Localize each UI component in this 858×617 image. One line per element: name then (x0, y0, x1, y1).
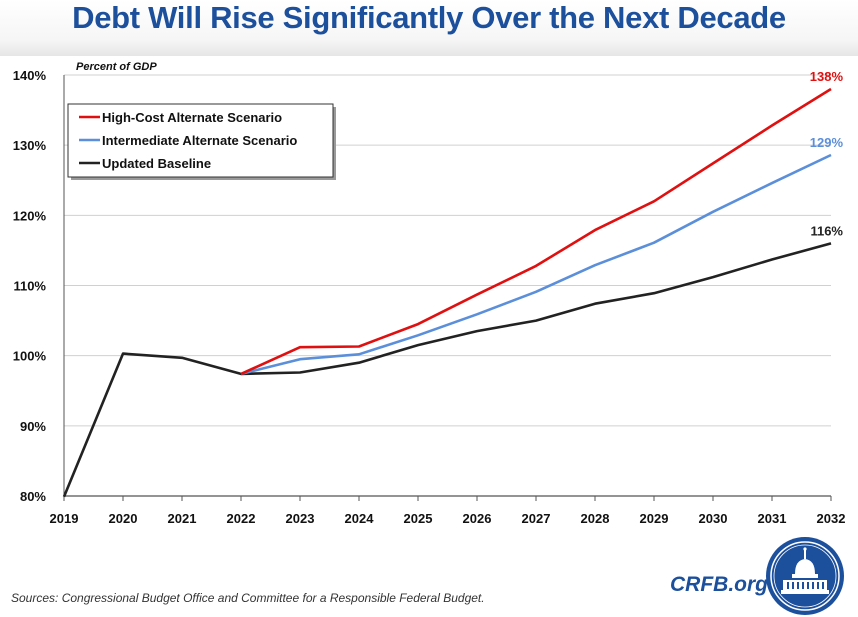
page-title: Debt Will Rise Significantly Over the Ne… (72, 0, 786, 35)
y-tick-label: 100% (13, 349, 47, 364)
y-tick-label: 130% (13, 138, 47, 153)
x-tick-label: 2027 (522, 511, 551, 526)
series-line (240, 87, 832, 376)
y-tick-label: 110% (13, 279, 46, 294)
x-tick-label: 2029 (640, 511, 669, 526)
x-tick-label: 2031 (758, 511, 787, 526)
x-tick-label: 2021 (168, 511, 197, 526)
brand-link[interactable]: CRFB.org (670, 573, 768, 596)
crfb-seal-logo (766, 537, 844, 615)
title-band (0, 0, 858, 56)
y-tick-label: 140% (13, 68, 47, 83)
legend (67, 103, 334, 178)
x-tick-label: 2023 (286, 511, 315, 526)
x-tick-label: 2025 (404, 511, 433, 526)
source-note: Sources: Congressional Budget Office and… (11, 591, 485, 605)
x-tick-label: 2024 (345, 511, 375, 526)
x-tick-label: 2030 (699, 511, 728, 526)
data-label: 129% (810, 135, 844, 150)
line-chart: 80% 90% 100% 110% 120% 130% 140% 2019 2020 2021 20… (13, 61, 846, 526)
y-tick-label: 120% (13, 208, 47, 223)
legend-label: Intermediate Alternate Scenario (102, 133, 297, 148)
x-tick-label: 2028 (581, 511, 610, 526)
x-tick-label: 2026 (463, 511, 492, 526)
x-tick-label: 2022 (227, 511, 256, 526)
y-tick-label: 80% (20, 489, 46, 504)
y-axis-label: Percent of GDP (76, 61, 157, 73)
series-line (240, 153, 832, 376)
series-line (62, 242, 832, 498)
data-label: 138% (810, 69, 844, 84)
legend-label: Updated Baseline (102, 156, 211, 171)
legend-label: High-Cost Alternate Scenario (102, 110, 282, 125)
data-label: 116% (810, 223, 843, 238)
x-tick-label: 2019 (50, 511, 79, 526)
y-tick-label: 90% (20, 419, 46, 434)
x-tick-label: 2032 (817, 511, 846, 526)
x-tick-label: 2020 (109, 511, 138, 526)
